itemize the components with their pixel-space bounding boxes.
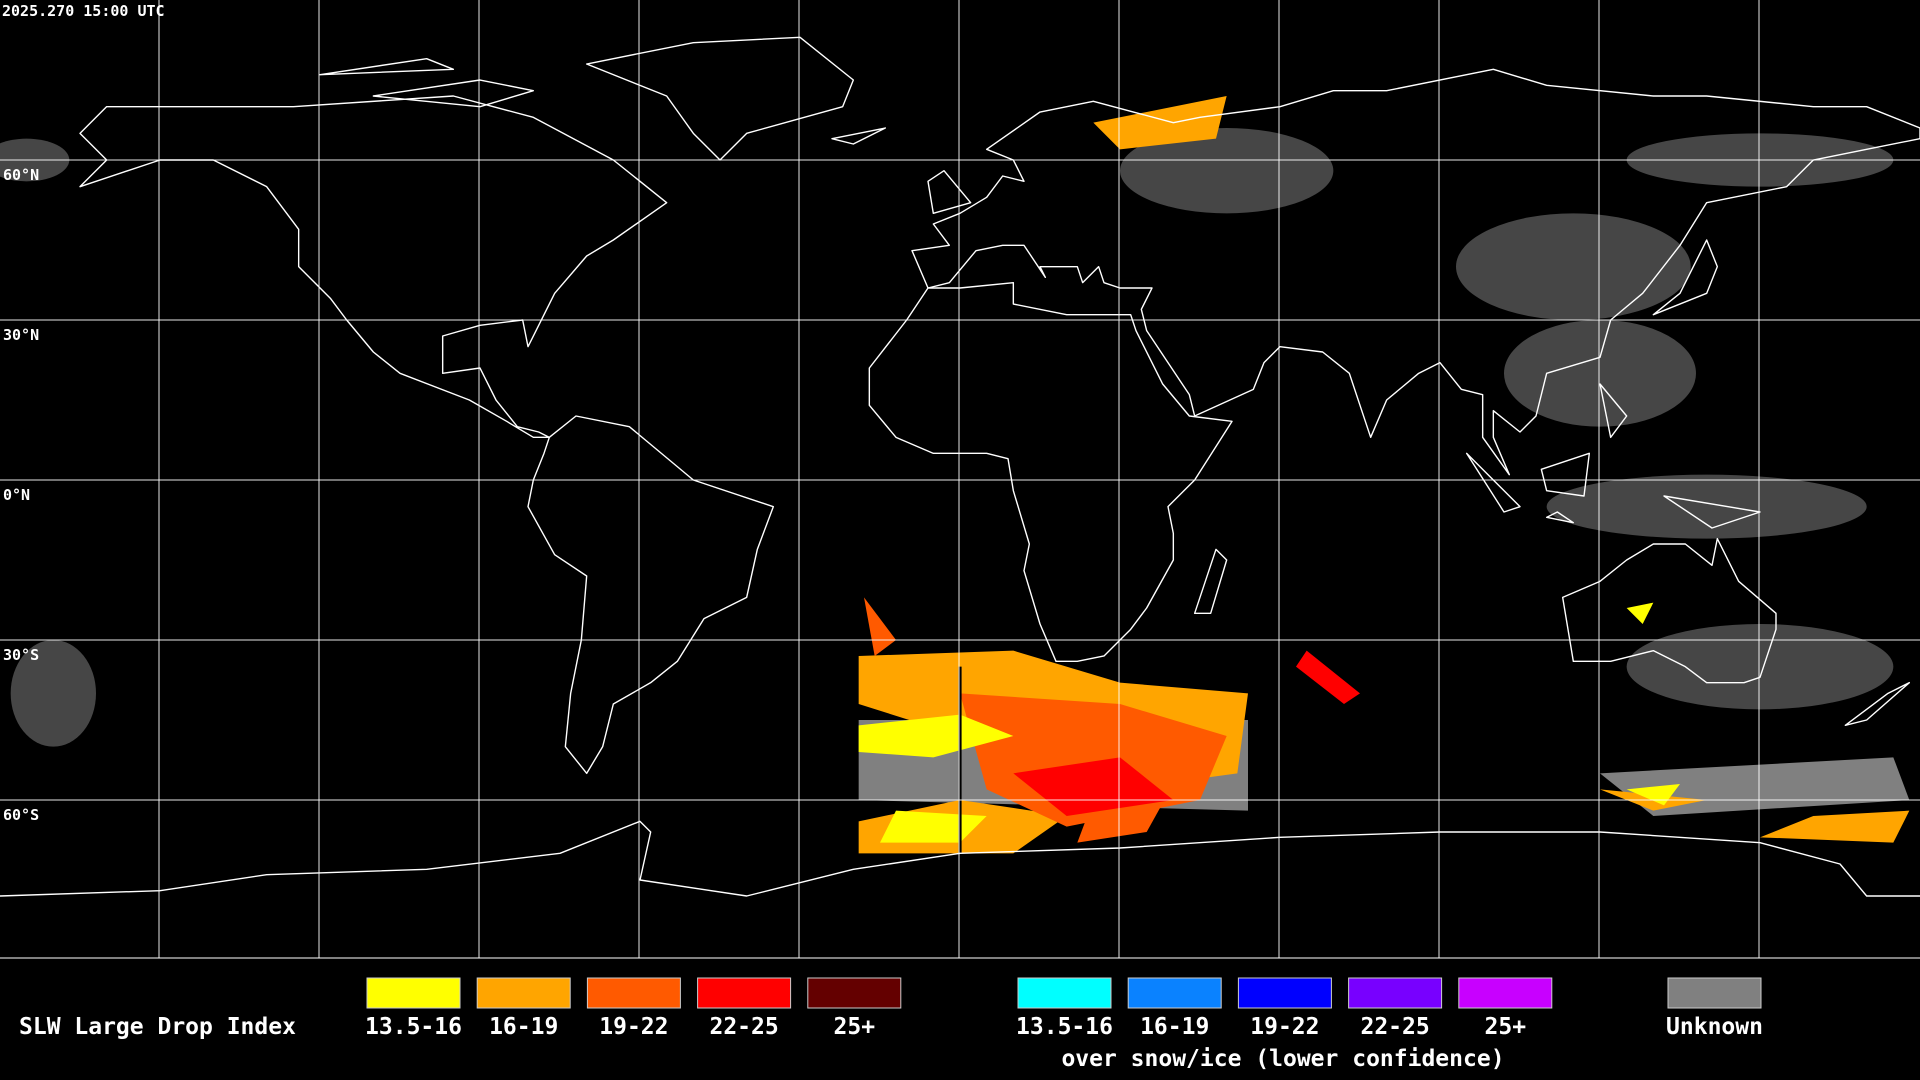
legend-label: 13.5-16 [1016, 1014, 1113, 1040]
legend-title: SLW Large Drop Index [19, 1014, 296, 1040]
legend: SLW Large Drop Index 13.5-16 16-19 19-22 22-… [0, 957, 1920, 1072]
latitude-label: 0°N [3, 486, 30, 504]
latitude-label: 30°N [3, 326, 39, 344]
legend-swatch [476, 977, 571, 1009]
legend-swatch [1237, 977, 1332, 1009]
graticule [0, 0, 1920, 958]
legend-label: 16-19 [1140, 1014, 1209, 1040]
legend-swatch [366, 977, 461, 1009]
legend-label: Unknown [1666, 1014, 1763, 1040]
latitude-label: 60°N [3, 166, 39, 184]
legend-swatch [1017, 977, 1112, 1009]
legend-label: 19-22 [1250, 1014, 1319, 1040]
legend-swatch [1348, 977, 1443, 1009]
coastlines [0, 37, 1920, 896]
legend-swatch [1458, 977, 1553, 1009]
latitude-label: 60°S [3, 806, 39, 824]
legend-swatch [1667, 977, 1762, 1009]
legend-swatch [697, 977, 792, 1009]
legend-label: 16-19 [489, 1014, 558, 1040]
legend-swatch [807, 977, 902, 1009]
labels: 60°N 30°N 0°N 30°S 60°S 2025.270 15:00 UTC [2, 2, 165, 824]
latitude-label: 30°S [3, 646, 39, 664]
legend-label: 13.5-16 [365, 1014, 462, 1040]
legend-label: 22-25 [1360, 1014, 1429, 1040]
legend-label: 25+ [834, 1014, 876, 1040]
legend-swatch [1127, 977, 1222, 1009]
legend-swatch [586, 977, 681, 1009]
snow-caption: over snow/ice (lower confidence) [1061, 1046, 1504, 1072]
legend-label: 22-25 [709, 1014, 778, 1040]
legend-label: 19-22 [599, 1014, 668, 1040]
legend-label: 25+ [1485, 1014, 1527, 1040]
timestamp: 2025.270 15:00 UTC [2, 2, 165, 20]
